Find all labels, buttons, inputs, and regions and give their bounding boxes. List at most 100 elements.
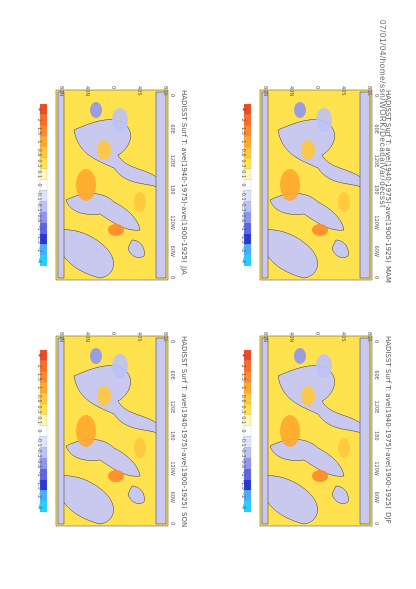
- land-mass: [261, 337, 269, 525]
- land-mass: [331, 239, 349, 258]
- anomaly-region: [316, 108, 332, 132]
- lon-tick-label: 0: [169, 522, 175, 525]
- colorbar-tick-label: -2: [36, 247, 42, 252]
- anomaly-region: [294, 102, 306, 118]
- land-mass: [59, 475, 114, 525]
- colorbar-tick-label: 0.3: [36, 405, 42, 413]
- colorbar-tick-label: -0.6: [240, 213, 246, 223]
- lon-tick-label: 180: [373, 185, 379, 195]
- panel-title: HADISST Surf T: ave(1940-1975)-ave(1900-…: [384, 336, 392, 509]
- anomaly-region: [280, 169, 300, 201]
- lat-tick-label: 80S: [366, 86, 372, 96]
- colorbar-tick-label: 0: [36, 183, 42, 186]
- lon-tick-label: 60E: [169, 370, 175, 380]
- lat-tick-label: 0: [314, 332, 320, 335]
- colorbar-tick-label: 2: [240, 119, 246, 122]
- land-mass: [155, 337, 167, 525]
- colorbar-tick-label: 4: [240, 108, 246, 111]
- lon-tick-label: 0: [169, 340, 175, 343]
- land-mass: [331, 485, 349, 504]
- lon-tick-label: 120E: [169, 155, 175, 168]
- colorbar-tick-label: 2: [240, 365, 246, 368]
- lat-tick-label: 40S: [340, 86, 346, 96]
- land-mass: [359, 337, 371, 525]
- anomaly-region: [97, 140, 111, 160]
- lon-tick-label: 60W: [169, 246, 175, 257]
- colorbar-tick-label: -1: [36, 472, 42, 477]
- anomaly-region: [134, 438, 146, 458]
- lon-tick-label: 180: [373, 431, 379, 441]
- land-mass: [65, 193, 141, 231]
- anomaly-region: [108, 224, 124, 236]
- anomaly-region: [294, 348, 306, 364]
- land-mass: [59, 229, 114, 279]
- lon-tick-label: 0: [373, 94, 379, 97]
- panel-jja: 80N 40N 0 40S 80S060E120E180120W60W0HADISST …: [36, 86, 188, 281]
- panel-title: HADISST Surf T: ave(1940-1975)-ave(1900-…: [384, 90, 392, 263]
- colorbar-tick-label: 1: [36, 140, 42, 143]
- anomaly-region: [338, 438, 350, 458]
- lat-tick-label: 80N: [262, 332, 268, 342]
- colorbar-tick-label: -4: [240, 258, 246, 263]
- lon-tick-label: 120W: [373, 215, 379, 230]
- colorbar-tick-label: 0.6: [240, 395, 246, 403]
- colorbar-swatch: [243, 255, 252, 267]
- lat-tick-label: 80N: [58, 86, 64, 96]
- lon-tick-label: 60W: [373, 492, 379, 503]
- lat-tick-label: 40N: [84, 332, 90, 342]
- colorbar-tick-label: 0: [36, 429, 42, 432]
- anomaly-region: [112, 354, 128, 378]
- colorbar-tick-label: 0.3: [240, 159, 246, 167]
- land-mass: [57, 91, 65, 279]
- colorbar-tick-label: -0.6: [36, 213, 42, 223]
- land-mass: [261, 91, 269, 279]
- panel-title: HADISST Surf T: ave(1940-1975)-ave(1900-…: [180, 90, 188, 263]
- anomaly-region: [338, 192, 350, 212]
- colorbar-tick-label: 0.1: [36, 416, 42, 424]
- land-mass: [269, 193, 345, 231]
- anomaly-region: [134, 192, 146, 212]
- colorbar-tick-label: -0.1: [240, 191, 246, 201]
- colorbar-tick-label: -2: [36, 493, 42, 498]
- lat-tick-label: 40S: [136, 86, 142, 96]
- land-mass: [359, 91, 371, 279]
- colorbar-tick-label: 0.6: [240, 149, 246, 157]
- colorbar-tick-label: 4: [36, 354, 42, 357]
- lon-tick-label: 60W: [169, 492, 175, 503]
- land-mass: [263, 475, 318, 525]
- colorbar-tick-label: -1: [36, 226, 42, 231]
- lat-tick-label: 40N: [288, 86, 294, 96]
- panel-son: 80N 40N 0 40S 80S060E120E180120W60W0HADISST …: [36, 332, 188, 527]
- colorbar-tick-label: -0.1: [36, 191, 42, 201]
- colorbar-tick-label: 4: [36, 108, 42, 111]
- colorbar: 4 2 1.5 1 0.6 0.3 0.1 0 -0.1-0.3-0.6 -1 -1.5 -2 -4: [36, 349, 48, 513]
- panel-season-label: DJF: [384, 512, 392, 523]
- colorbar-tick-label: 0.1: [36, 170, 42, 178]
- colorbar-tick-label: -4: [36, 258, 42, 263]
- colorbar-tick-label: 4: [240, 354, 246, 357]
- colorbar-tick-label: -1.5: [36, 480, 42, 490]
- colorbar-tick-label: 1.5: [240, 127, 246, 135]
- lon-tick-label: 0: [169, 94, 175, 97]
- colorbar-tick-label: 0.6: [36, 149, 42, 157]
- lon-tick-label: 0: [373, 340, 379, 343]
- anomaly-region: [90, 348, 102, 364]
- anomaly-region: [108, 470, 124, 482]
- colorbar-tick-label: 0: [240, 429, 246, 432]
- lon-tick-label: 120E: [373, 155, 379, 168]
- colorbar-tick-label: -0.3: [36, 202, 42, 212]
- lon-tick-label: 60E: [373, 124, 379, 134]
- colorbar-tick-label: 0.3: [240, 405, 246, 413]
- anomaly-region: [112, 108, 128, 132]
- colorbar-tick-label: -0.3: [240, 448, 246, 458]
- lat-tick-label: 40N: [288, 332, 294, 342]
- lon-tick-label: 120E: [373, 401, 379, 414]
- colorbar-tick-label: -0.6: [240, 459, 246, 469]
- colorbar-swatch: [39, 255, 48, 267]
- colorbar-tick-label: -0.3: [240, 202, 246, 212]
- lon-tick-label: 120W: [169, 215, 175, 230]
- lon-tick-label: 120E: [169, 401, 175, 414]
- colorbar-tick-label: 0: [240, 183, 246, 186]
- colorbar-tick-label: -0.3: [36, 448, 42, 458]
- lon-tick-label: 180: [169, 431, 175, 441]
